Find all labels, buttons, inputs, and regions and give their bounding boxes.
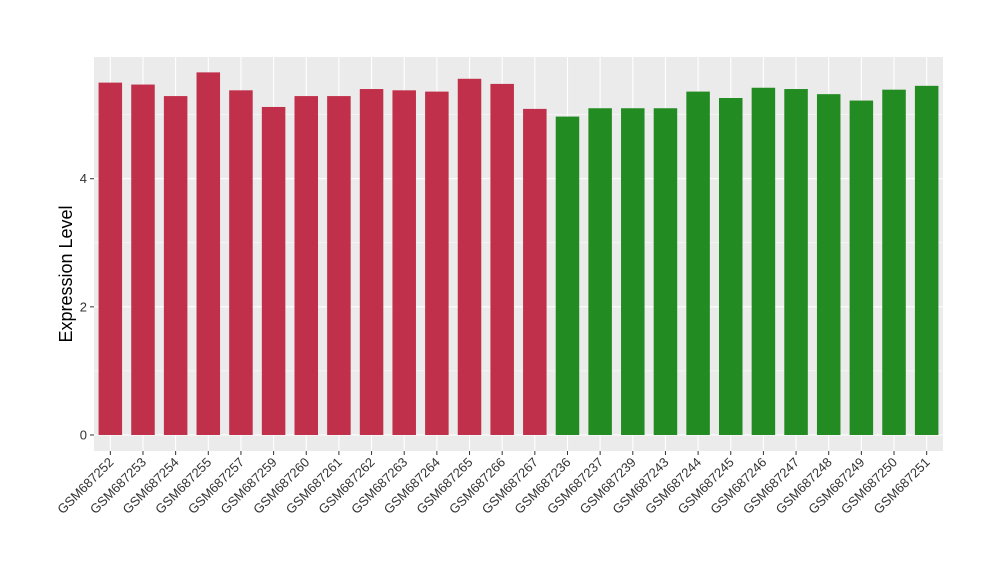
bar-GSM687236 bbox=[555, 116, 580, 435]
bar-GSM687249 bbox=[849, 100, 874, 435]
bar-GSM687259 bbox=[261, 106, 286, 435]
bar-GSM687243 bbox=[653, 108, 678, 435]
bar-GSM687266 bbox=[490, 83, 514, 435]
bar-GSM687247 bbox=[784, 89, 808, 435]
bar-GSM687264 bbox=[425, 91, 449, 435]
bar-GSM687267 bbox=[523, 108, 547, 435]
bar-GSM687246 bbox=[751, 87, 776, 435]
y-axis-title: Expression Level bbox=[56, 205, 76, 342]
x-axis: GSM687252GSM687253GSM687254GSM687255GSM6… bbox=[54, 451, 933, 517]
y-axis: 0 2 4 bbox=[80, 171, 94, 442]
bar-GSM687251 bbox=[914, 85, 939, 435]
bar-GSM687239 bbox=[621, 108, 645, 435]
bar-GSM687263 bbox=[392, 90, 416, 435]
plot-panel bbox=[94, 57, 943, 451]
bar-GSM687237 bbox=[588, 108, 612, 435]
y-tick-label: 2 bbox=[80, 299, 87, 314]
y-tick-label: 4 bbox=[80, 171, 87, 186]
bar-GSM687257 bbox=[229, 90, 253, 435]
bar-GSM687248 bbox=[816, 94, 841, 435]
bar-GSM687253 bbox=[131, 84, 155, 435]
bar-GSM687254 bbox=[163, 96, 188, 435]
bar-GSM687245 bbox=[718, 98, 743, 435]
bar-GSM687252 bbox=[98, 82, 123, 435]
bar-GSM687255 bbox=[196, 72, 221, 435]
bar-GSM687262 bbox=[359, 89, 384, 435]
bar-GSM687260 bbox=[294, 96, 319, 435]
bar-GSM687265 bbox=[457, 78, 482, 435]
bar-GSM687261 bbox=[327, 96, 351, 435]
bar-GSM687244 bbox=[686, 91, 710, 435]
bar-GSM687250 bbox=[882, 89, 906, 435]
y-tick-label: 0 bbox=[80, 427, 87, 442]
bars bbox=[98, 72, 939, 435]
